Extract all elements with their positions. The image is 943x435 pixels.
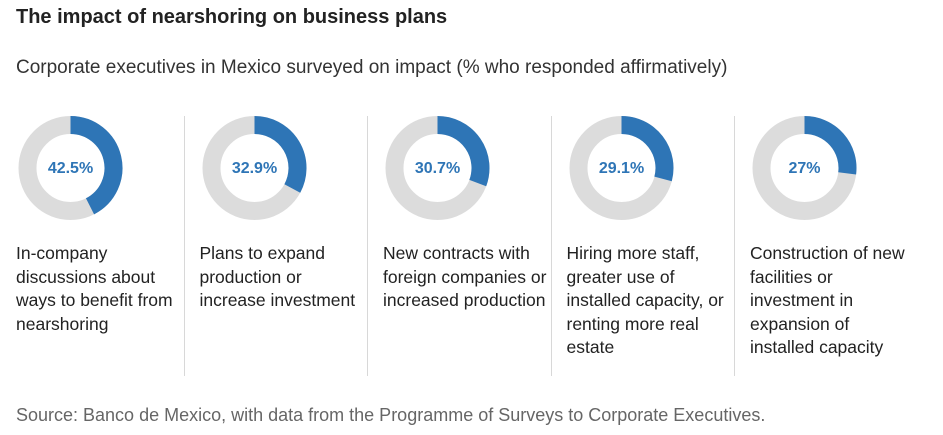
separator: [367, 116, 368, 376]
donut-segment: [804, 116, 857, 175]
value-label: 32.9%: [231, 160, 276, 177]
category-label: Plans to expand production or increase i…: [199, 243, 356, 310]
donut-panel: 29.1% Hiring more staff, greater use of i…: [567, 112, 733, 357]
value-label: 30.7%: [415, 160, 460, 177]
donut-segment: [437, 116, 490, 187]
donut: 32.9%: [202, 116, 306, 220]
donut-segment: [253, 116, 306, 193]
separator: [183, 116, 185, 376]
chart-title: The impact of nearshoring on business pl…: [16, 6, 448, 28]
donut: 30.7%: [385, 116, 490, 220]
donut: 42.5%: [18, 116, 123, 220]
value-label: 27%: [788, 160, 820, 177]
donut-panel: 30.7% New contracts with foreign companie…: [383, 112, 549, 310]
value-label: 42.5%: [48, 160, 93, 177]
donut-panel: 32.9% Plans to expand production or incre…: [200, 112, 366, 310]
donut-segment: [620, 116, 673, 182]
donut-panel: 27% Construction of new facilities or inv…: [750, 112, 916, 357]
category-label: In-company discussions about ways to ben…: [16, 243, 173, 334]
donut: 27%: [752, 116, 857, 220]
value-label: 29.1%: [598, 160, 643, 177]
chart-subtitle: Corporate executives in Mexico surveyed …: [16, 57, 728, 78]
source-note: Source: Banco de Mexico, with data from …: [16, 405, 766, 425]
separator: [734, 116, 735, 376]
separator: [550, 116, 552, 376]
category-label: New contracts with foreign companies or …: [383, 243, 547, 310]
donut-panel: 42.5% In-company discussions about ways t…: [16, 112, 182, 334]
category-label: Hiring more staff, greater use of instal…: [566, 243, 724, 357]
donut: 29.1%: [569, 116, 673, 220]
category-label: Construction of new facilities or invest…: [750, 243, 905, 357]
donut-segment: [70, 116, 123, 215]
